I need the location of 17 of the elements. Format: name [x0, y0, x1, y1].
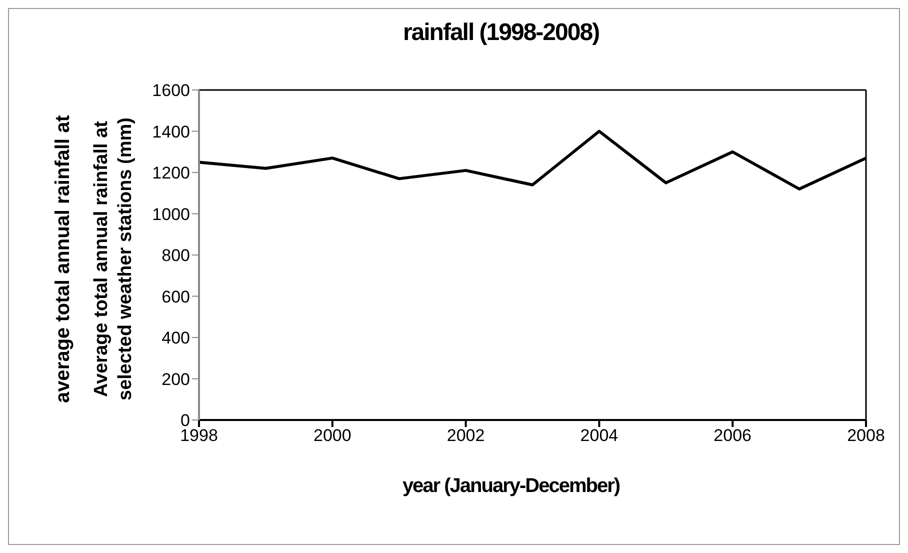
- y-tick-label: 1400: [152, 122, 190, 142]
- y-tick-label: 1200: [152, 164, 190, 183]
- x-tick-label: 2002: [446, 426, 485, 446]
- x-axis-title: year (January-December): [401, 475, 621, 498]
- x-tick-label: 2008: [847, 426, 885, 446]
- y-axis-title: Average total annual rainfall at selected weather stations (mm): [90, 116, 137, 402]
- y-tick-label: 400: [162, 328, 190, 348]
- chart-title: rainfall (1998-2008): [402, 19, 600, 47]
- x-tick-label: 2004: [580, 426, 618, 446]
- y-tick-label: 800: [162, 246, 190, 266]
- y-tick-label: 1000: [152, 204, 190, 224]
- x-tick-label: 2006: [714, 426, 752, 446]
- x-tick-label: 2000: [313, 426, 352, 446]
- y-tick-label: 200: [162, 370, 190, 389]
- y-tick-label: 1600: [152, 81, 190, 100]
- y-tick-label: 600: [162, 287, 190, 306]
- text: average total annual rainfall at: [51, 114, 75, 405]
